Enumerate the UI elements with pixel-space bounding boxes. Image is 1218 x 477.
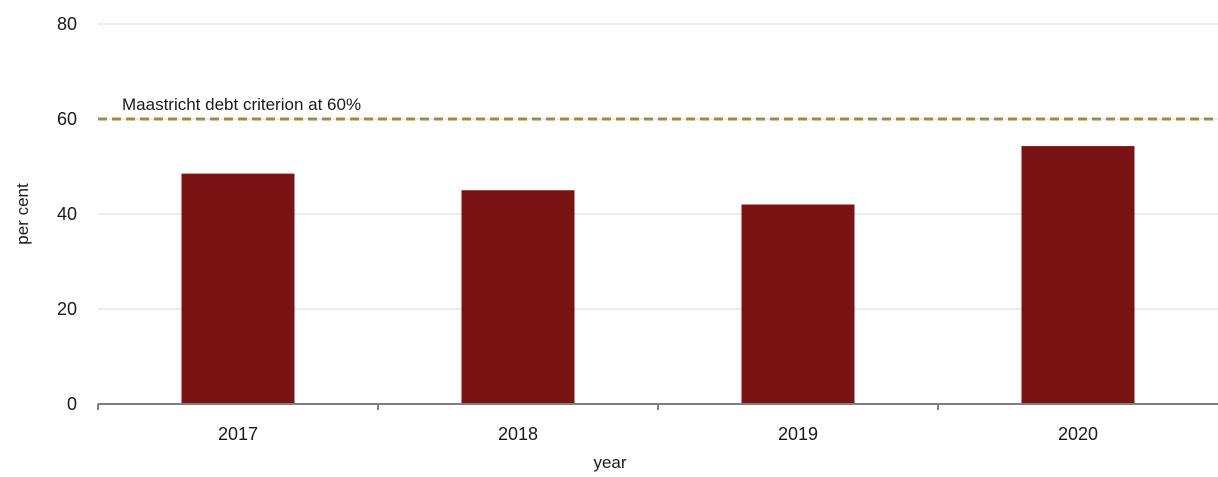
y-tick-label: 60 <box>57 109 77 129</box>
y-tick-label: 80 <box>57 14 77 34</box>
reference-line-label: Maastricht debt criterion at 60% <box>122 95 361 114</box>
x-tick-label: 2020 <box>1058 424 1098 444</box>
reference-line-group: Maastricht debt criterion at 60% <box>98 95 1218 121</box>
bar-2019 <box>741 204 855 404</box>
y-axis-title: per cent <box>13 183 32 245</box>
y-axis-ticks: 0 20 40 60 80 <box>57 14 77 414</box>
y-tick-label: 0 <box>67 394 77 414</box>
x-tick-label: 2018 <box>498 424 538 444</box>
x-tick-label: 2019 <box>778 424 818 444</box>
x-axis-title: year <box>593 453 626 472</box>
y-tick-label: 40 <box>57 204 77 224</box>
x-axis-ticks: 2017 2018 2019 2020 <box>218 424 1098 444</box>
bar-2018 <box>461 190 575 404</box>
x-tick-label: 2017 <box>218 424 258 444</box>
y-tick-label: 20 <box>57 299 77 319</box>
bar-2017 <box>181 173 295 404</box>
x-axis <box>97 403 1218 410</box>
bars <box>181 146 1135 404</box>
bar-2020 <box>1021 146 1135 404</box>
